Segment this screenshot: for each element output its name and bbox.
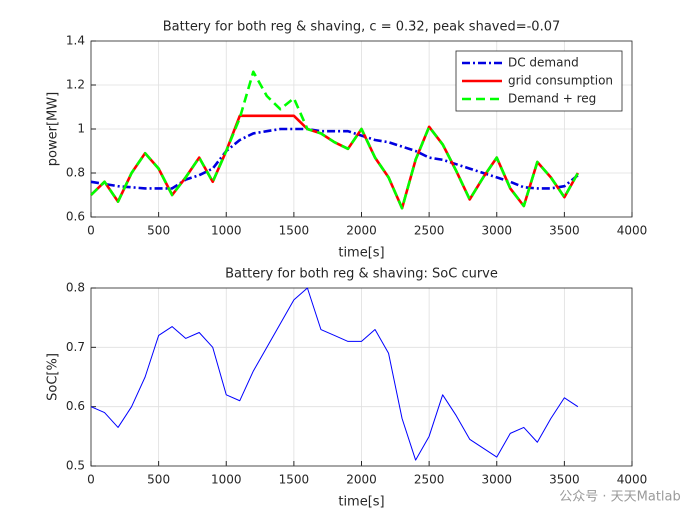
legend-label: DC demand (508, 56, 579, 70)
y-tick-label: 0.6 (66, 399, 85, 413)
x-tick-label: 3000 (481, 473, 512, 487)
x-tick-label: 500 (147, 473, 170, 487)
x-tick-label: 2000 (346, 224, 377, 238)
x-tick-label: 3500 (549, 473, 580, 487)
x-tick-label: 1000 (211, 473, 242, 487)
x-axis-label: time[s] (338, 246, 384, 261)
y-tick-label: 0.5 (66, 459, 85, 473)
x-tick-label: 3500 (549, 224, 580, 238)
y-tick-label: 0.8 (66, 166, 85, 180)
x-tick-label: 4000 (617, 473, 648, 487)
x-tick-label: 0 (87, 224, 95, 238)
x-tick-label: 1500 (279, 473, 310, 487)
x-tick-label: 3000 (481, 224, 512, 238)
y-tick-label: 0.7 (66, 340, 85, 354)
x-tick-label: 0 (87, 473, 95, 487)
y-tick-label: 1.2 (66, 78, 85, 92)
y-tick-label: 0.6 (66, 210, 85, 224)
chart-title: Battery for both reg & shaving, c = 0.32… (163, 20, 561, 35)
y-tick-label: 1 (77, 122, 85, 136)
series-line (90, 287, 579, 461)
legend-label: grid consumption (508, 74, 613, 88)
y-tick-label: 0.8 (66, 281, 85, 295)
x-tick-label: 500 (147, 224, 170, 238)
y-tick-label: 1.4 (66, 34, 85, 48)
axes-box (90, 40, 633, 218)
series-line (90, 127, 579, 190)
x-tick-label: 1500 (279, 224, 310, 238)
y-axis-label: SoC[%] (46, 353, 61, 401)
x-tick-label: 2500 (414, 473, 445, 487)
y-axis-label: power[MW] (46, 92, 61, 166)
x-axis-label: time[s] (338, 495, 384, 510)
watermark: 公众号 · 天天Matlab (559, 490, 681, 505)
x-tick-label: 2500 (414, 224, 445, 238)
series-line (90, 70, 580, 210)
x-tick-label: 1000 (211, 224, 242, 238)
x-tick-label: 4000 (617, 224, 648, 238)
x-tick-label: 2000 (346, 473, 377, 487)
legend-label: Demand + reg (508, 92, 596, 106)
axes-box (90, 287, 633, 467)
chart-title: Battery for both reg & shaving: SoC curv… (225, 267, 498, 282)
